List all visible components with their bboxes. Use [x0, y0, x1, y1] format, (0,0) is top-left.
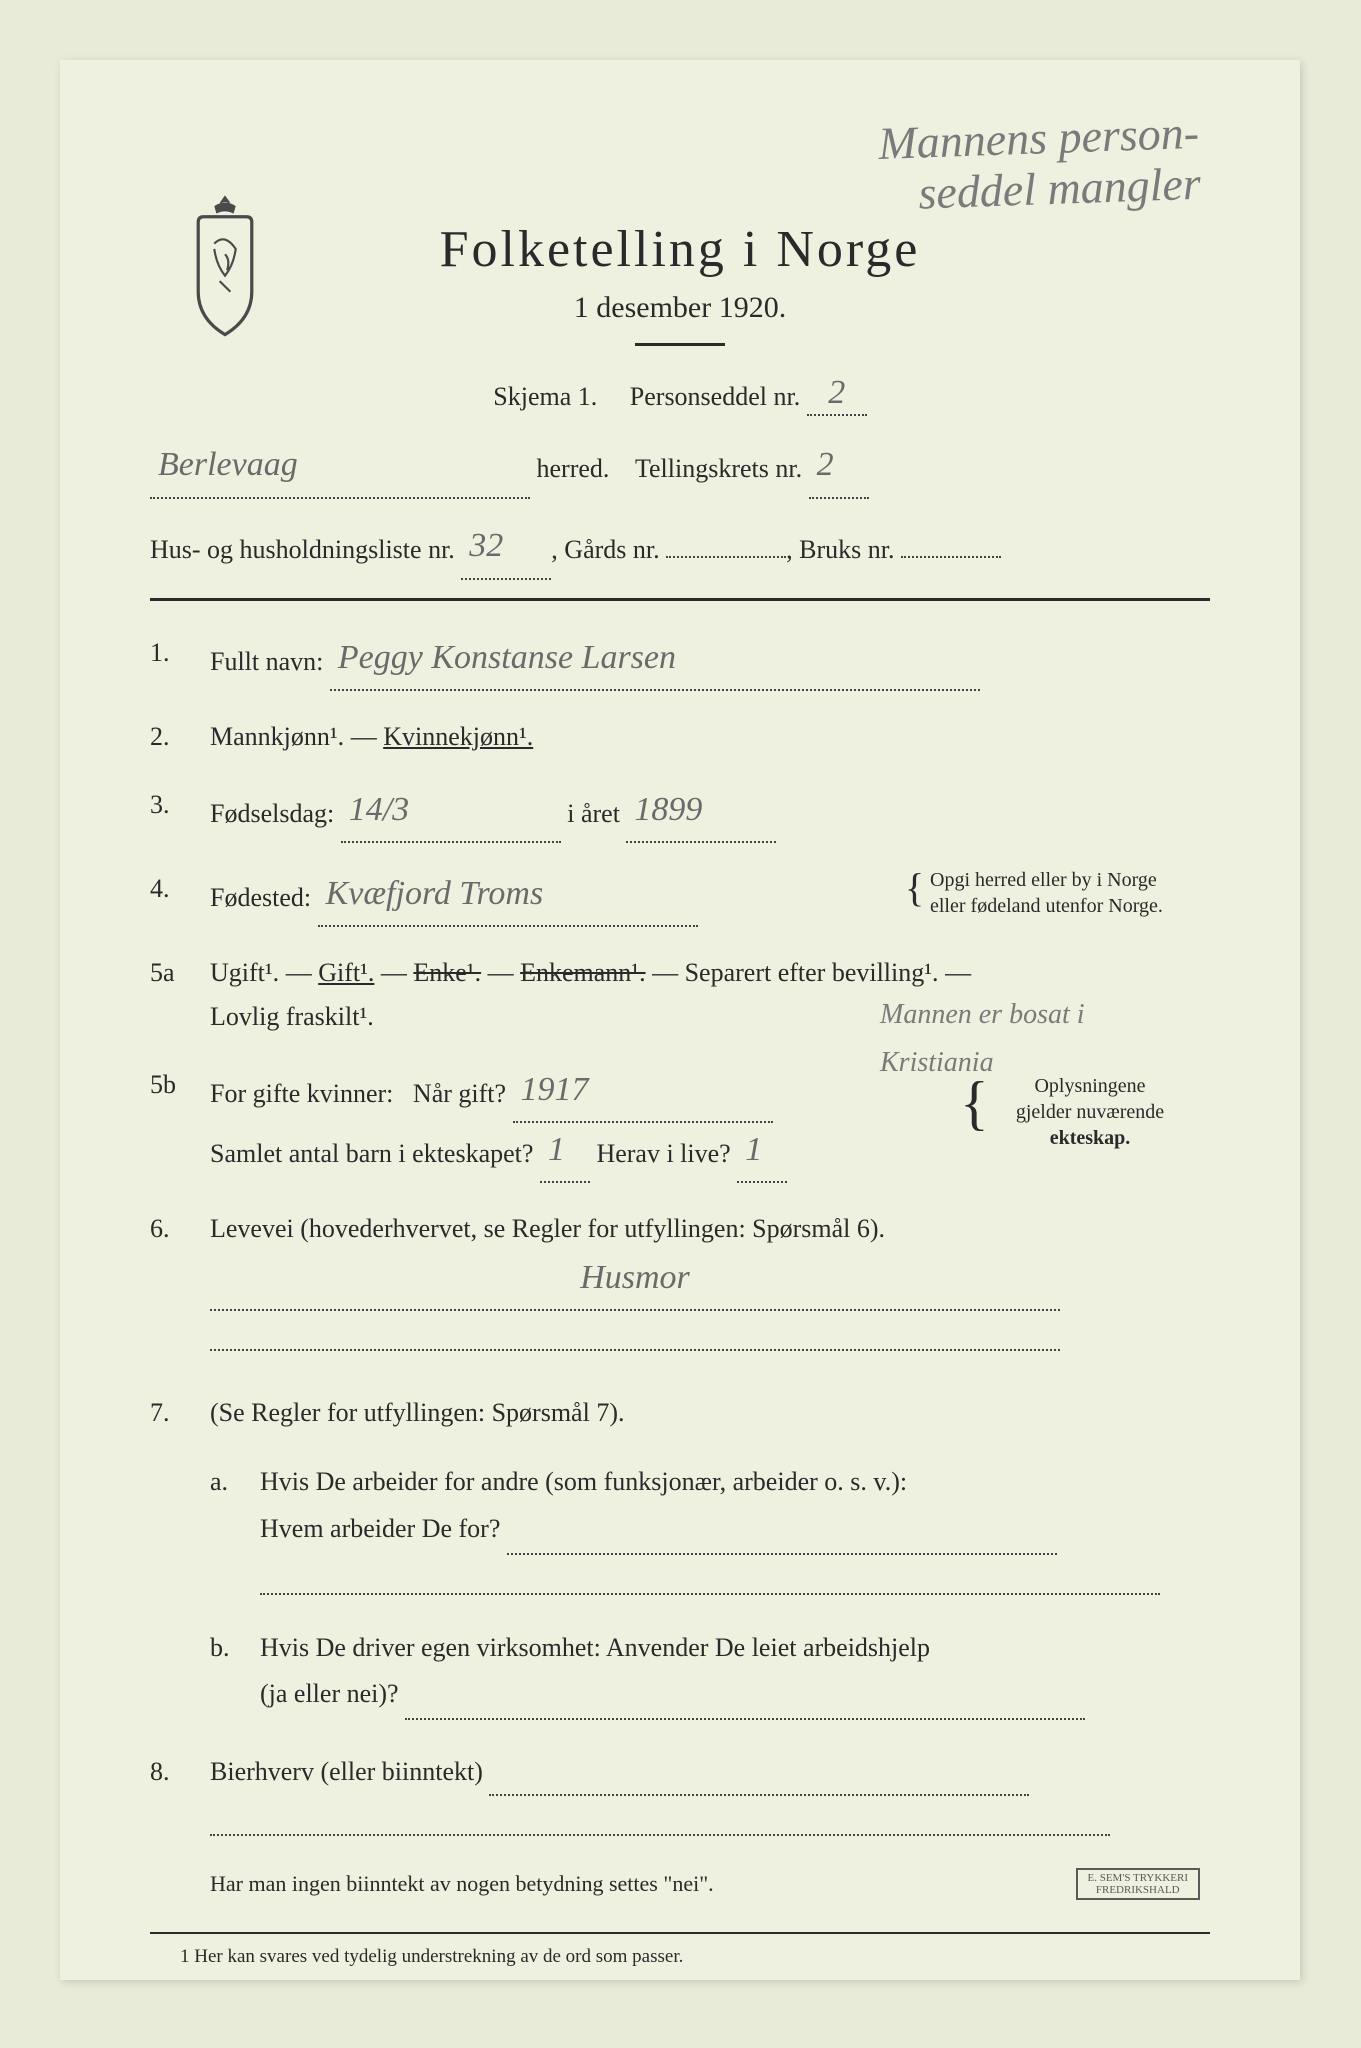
herred-line: Berlevaag herred. Tellingskrets nr. 2 — [150, 436, 1210, 499]
q7b-letter: b. — [210, 1625, 230, 1672]
q1-num: 1. — [150, 631, 170, 675]
personseddel-nr: 2 — [828, 374, 845, 411]
q5b-note1: Oplysningene — [1034, 1075, 1145, 1097]
q7-num: 7. — [150, 1391, 170, 1435]
q8-label: Bierhverv (eller biinntekt) — [210, 1757, 483, 1786]
q5a-opt5: Separert efter bevilling¹. — [685, 958, 939, 987]
q5b-label2: Når gift? — [413, 1079, 506, 1108]
annotation-line2: seddel mangler — [918, 157, 1202, 218]
q5b-live: 1 — [745, 1131, 762, 1168]
q4-label: Fødested: — [210, 883, 311, 912]
printer-stamp: E. SEM'S TRYKKERI FREDRIKSHALD — [1076, 1868, 1201, 1900]
q5a-opt4: Enkemann¹. — [520, 958, 645, 987]
form-header: Folketelling i Norge 1 desember 1920. — [150, 220, 1210, 346]
footnote-divider — [150, 1932, 1210, 1934]
brace-icon: { — [905, 862, 924, 914]
q5b-label1: For gifte kvinner: — [210, 1079, 393, 1108]
q2-opt1: Mannkjønn¹. — [210, 722, 344, 751]
q5b-gift-year: 1917 — [521, 1071, 589, 1108]
q5b-side-note: { Oplysningene gjelder nuværende ekteska… — [990, 1073, 1190, 1151]
question-5b: 5b For gifte kvinner: Når gift? 1917 Sam… — [150, 1063, 1210, 1183]
footer-instruction: Har man ingen biinntekt av nogen betydni… — [150, 1866, 1210, 1901]
q6-blank-line — [210, 1321, 1060, 1351]
q2-dash: — — [351, 722, 377, 751]
q3-year-label: i året — [567, 799, 620, 828]
q8-blank-line — [210, 1806, 1110, 1836]
q2-num: 2. — [150, 715, 170, 759]
q3-num: 3. — [150, 783, 170, 827]
q7b-line1: Hvis De driver egen virksomhet: Anvender… — [260, 1633, 930, 1662]
question-4: 4. Fødested: Kvæfjord Troms { Opgi herre… — [150, 867, 1210, 927]
q5a-num: 5a — [150, 951, 175, 995]
question-7a: a. Hvis De arbeider for andre (som funks… — [150, 1459, 1210, 1595]
question-2: 2. Mannkjønn¹. — Kvinnekjønn¹. — [150, 715, 1210, 759]
q5a-opt1: Ugift¹. — [210, 958, 279, 987]
stamp-line2: FREDRIKSHALD — [1096, 1884, 1180, 1896]
header-divider — [635, 343, 725, 346]
stamp-line1: E. SEM'S TRYKKERI — [1088, 1872, 1189, 1884]
q7b-blank — [405, 1671, 1085, 1720]
q5a-opt6: Lovlig fraskilt¹. — [210, 1002, 374, 1031]
herred-label: herred. — [537, 454, 610, 483]
question-3: 3. Fødselsdag: 14/3 i året 1899 — [150, 783, 1210, 843]
q3-day: 14/3 — [349, 791, 409, 828]
q8-num: 8. — [150, 1750, 170, 1794]
herred-name: Berlevaag — [158, 446, 298, 483]
q5a-opt2: Gift¹. — [318, 958, 374, 987]
q6-value: Husmor — [580, 1259, 690, 1296]
q7b-line2: (ja eller nei)? — [260, 1679, 399, 1708]
form-title: Folketelling i Norge — [150, 220, 1210, 279]
bruks-label: Bruks nr. — [799, 535, 894, 564]
q7a-blank — [507, 1506, 1057, 1555]
main-divider — [150, 598, 1210, 601]
q5b-label3: Samlet antal barn i ekteskapet? — [210, 1139, 533, 1168]
husholdning-nr: 32 — [469, 527, 503, 564]
tellingskrets-label: Tellingskrets nr. — [635, 454, 802, 483]
q6-label: Levevei (hovederhvervet, se Regler for u… — [210, 1214, 885, 1243]
top-handwritten-annotation: Mannens person- seddel mangler — [498, 108, 1201, 234]
skjema-label: Skjema 1. — [493, 382, 597, 411]
question-7: 7. (Se Regler for utfyllingen: Spørsmål … — [150, 1391, 1210, 1435]
q4-num: 4. — [150, 867, 170, 911]
q2-opt2: Kvinnekjønn¹. — [383, 722, 533, 751]
q4-bracket-note: { Opgi herred eller by i Norge eller fød… — [930, 867, 1190, 919]
coat-of-arms-icon — [170, 190, 280, 340]
q5b-num: 5b — [150, 1063, 176, 1107]
question-1: 1. Fullt navn: Peggy Konstanse Larsen — [150, 631, 1210, 691]
q4-note2: eller fødeland utenfor Norge. — [930, 895, 1163, 917]
question-7b: b. Hvis De driver egen virksomhet: Anven… — [150, 1625, 1210, 1721]
q6-num: 6. — [150, 1207, 170, 1251]
census-form-page: Mannens person- seddel mangler Folketell… — [60, 60, 1300, 1980]
q5b-barn: 1 — [548, 1131, 565, 1168]
q5b-note3: ekteskap. — [1050, 1127, 1131, 1149]
footnote-text: 1 Her kan svares ved tydelig understrekn… — [150, 1946, 1210, 1968]
q1-value: Peggy Konstanse Larsen — [338, 639, 676, 676]
q5a-opt3: Enke¹. — [413, 958, 481, 987]
q4-value: Kvæfjord Troms — [326, 875, 544, 912]
q7-label: (Se Regler for utfyllingen: Spørsmål 7). — [210, 1398, 624, 1427]
form-subtitle: 1 desember 1920. — [150, 291, 1210, 325]
q5b-label4: Herav i live? — [596, 1139, 730, 1168]
question-6: 6. Levevei (hovederhvervet, se Regler fo… — [150, 1207, 1210, 1351]
personseddel-label: Personseddel nr. — [630, 382, 800, 411]
q7a-line2: Hvem arbeider De for? — [260, 1514, 500, 1543]
q7a-letter: a. — [210, 1459, 228, 1506]
q4-note1: Opgi herred eller by i Norge — [930, 869, 1157, 891]
husholdning-line: Hus- og husholdningsliste nr. 32, Gårds … — [150, 517, 1210, 580]
q3-label: Fødselsdag: — [210, 799, 334, 828]
question-5a: 5a Ugift¹. — Gift¹. — Enke¹. — Enkemann¹… — [150, 951, 1210, 1039]
q3-year: 1899 — [634, 791, 702, 828]
tellingskrets-nr: 2 — [817, 446, 834, 483]
skjema-line: Skjema 1. Personseddel nr. 2 — [150, 376, 1210, 416]
question-8: 8. Bierhverv (eller biinntekt) — [150, 1750, 1210, 1836]
q1-label: Fullt navn: — [210, 647, 323, 676]
husholdning-label: Hus- og husholdningsliste nr. — [150, 535, 455, 564]
q8-blank — [489, 1750, 1029, 1796]
gards-label: Gårds nr. — [564, 535, 659, 564]
q7a-blank-line — [260, 1565, 1160, 1595]
brace-icon: { — [960, 1073, 989, 1133]
q7a-line1: Hvis De arbeider for andre (som funksjon… — [260, 1467, 907, 1496]
q5b-note2: gjelder nuværende — [1016, 1101, 1164, 1123]
